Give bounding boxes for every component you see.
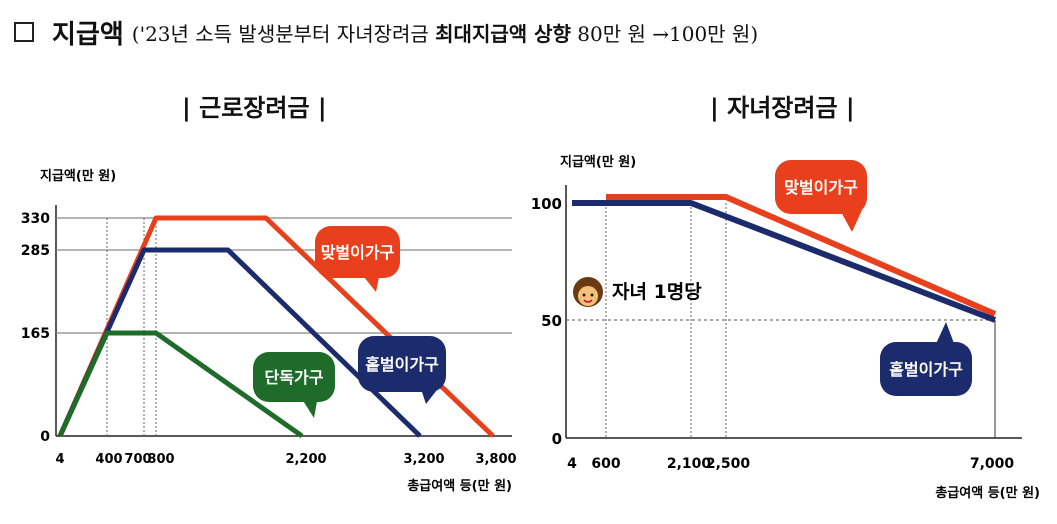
callout-box bbox=[775, 160, 867, 214]
y-axis-label: 지급액(만 원) bbox=[40, 168, 116, 184]
chart-title-work-incentive: | 근로장려금 | bbox=[182, 94, 327, 122]
x-axis-label: 총급여액 등(만 원) bbox=[935, 485, 1040, 501]
x-tick-label: 800 bbox=[147, 452, 174, 467]
section-title: 지급액 bbox=[52, 19, 124, 50]
eye-shape bbox=[590, 293, 594, 297]
face-shape bbox=[578, 286, 598, 306]
callout-box bbox=[253, 352, 335, 402]
y-tick-label: 100 bbox=[531, 195, 562, 213]
checkbox-icon bbox=[14, 22, 34, 42]
legend-callout-single: 단독가구 bbox=[253, 352, 335, 418]
y-tick-label: 285 bbox=[21, 243, 50, 259]
callout-label: 맞벌이가구 bbox=[784, 178, 858, 197]
series-line bbox=[57, 330, 304, 439]
legend-callout-dual: 맞벌이가구 bbox=[775, 160, 867, 232]
series-line bbox=[606, 194, 997, 317]
y-tick-label: 165 bbox=[21, 326, 50, 342]
x-tick-label: 4 bbox=[567, 456, 577, 472]
section-subtitle: ('23년 소득 발생분부터 자녀장려금 최대지급액 상향 80만 원 →100… bbox=[131, 21, 759, 46]
callout-label: 홑벌이가구 bbox=[889, 360, 963, 379]
callout-box bbox=[358, 336, 446, 392]
section-header: 지급액 ('23년 소득 발생분부터 자녀장려금 최대지급액 상향 80만 원 … bbox=[14, 12, 758, 52]
callout-box bbox=[315, 226, 400, 278]
x-tick-label: 3,800 bbox=[475, 452, 516, 467]
x-tick-label: 2,500 bbox=[706, 456, 751, 472]
callout-label: 단독가구 bbox=[265, 368, 324, 387]
series-line bbox=[572, 200, 997, 323]
y-tick-label: 50 bbox=[541, 312, 562, 330]
callout-tail bbox=[420, 386, 440, 404]
eye-shape bbox=[582, 293, 586, 297]
callout-box bbox=[880, 342, 972, 396]
x-tick-label: 400 bbox=[95, 452, 122, 467]
y-tick-label: 0 bbox=[552, 430, 562, 448]
annotation-per-child: 자녀 1명당 bbox=[612, 281, 702, 303]
x-tick-label: 4 bbox=[55, 452, 64, 467]
x-tick-label: 3,200 bbox=[403, 452, 444, 467]
x-tick-label: 600 bbox=[591, 456, 620, 472]
x-axis-label: 총급여액 등(만 원) bbox=[407, 478, 512, 494]
legend-callout-single-earner: 홑벌이가구 bbox=[358, 336, 446, 404]
y-axis-label: 지급액(만 원) bbox=[560, 154, 636, 170]
y-tick-label: 0 bbox=[40, 429, 50, 445]
callout-label: 맞벌이가구 bbox=[321, 243, 395, 262]
callout-tail bbox=[840, 210, 862, 232]
x-tick-label: 7,000 bbox=[970, 456, 1015, 472]
x-tick-label: 2,200 bbox=[285, 452, 326, 467]
chart-title-child-incentive: | 자녀장려금 | bbox=[710, 94, 855, 122]
callout-label: 홑벌이가구 bbox=[365, 355, 439, 374]
mouth-shape bbox=[583, 299, 593, 303]
callout-tail bbox=[935, 322, 955, 346]
y-tick-label: 330 bbox=[21, 211, 50, 227]
callout-tail bbox=[300, 396, 318, 418]
child-face-icon bbox=[573, 277, 603, 307]
x-tick-label: 700 bbox=[124, 452, 151, 467]
callout-tail bbox=[360, 272, 380, 292]
x-tick-label: 2,100 bbox=[667, 456, 712, 472]
legend-callout-single-earner: 홑벌이가구 bbox=[880, 322, 972, 396]
legend-callout-dual: 맞벌이가구 bbox=[315, 226, 400, 292]
series-line bbox=[57, 215, 495, 438]
